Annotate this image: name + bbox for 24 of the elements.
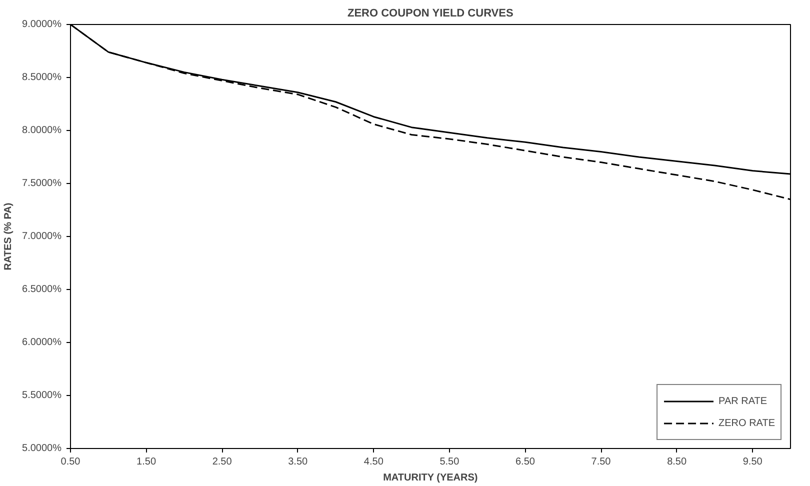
x-tick-label: 7.50 <box>591 456 612 468</box>
y-tick-label: 7.0000% <box>22 231 62 242</box>
y-axis-title: RATES (% PA) <box>3 202 14 270</box>
x-tick-label: 8.50 <box>667 456 687 468</box>
y-tick-label: 5.0000% <box>22 443 62 454</box>
y-tick-label: 8.5000% <box>22 72 62 83</box>
y-tick-label: 6.0000% <box>22 337 62 348</box>
y-tick-label: 8.0000% <box>22 125 62 136</box>
x-tick-label: 4.50 <box>364 456 384 468</box>
x-axis-title: MATURITY (YEARS) <box>383 472 478 484</box>
y-tick-label: 6.5000% <box>22 284 62 295</box>
x-tick-label: 6.50 <box>516 456 536 468</box>
chart-title: ZERO COUPON YIELD CURVES <box>347 8 514 20</box>
x-tick-label: 1.50 <box>136 456 156 468</box>
x-tick-label: 3.50 <box>288 456 308 468</box>
y-tick-label: 5.5000% <box>22 390 62 401</box>
y-tick-label: 7.5000% <box>22 178 62 189</box>
y-tick-label: 9.0000% <box>22 19 62 30</box>
x-tick-label: 2.50 <box>212 456 232 468</box>
x-tick-label: 5.50 <box>440 456 460 468</box>
x-tick-label: 9.50 <box>742 456 763 468</box>
x-tick-label: 0.50 <box>60 456 81 468</box>
legend-label: PAR RATE <box>718 396 768 406</box>
legend-label: ZERO RATE <box>718 418 775 428</box>
